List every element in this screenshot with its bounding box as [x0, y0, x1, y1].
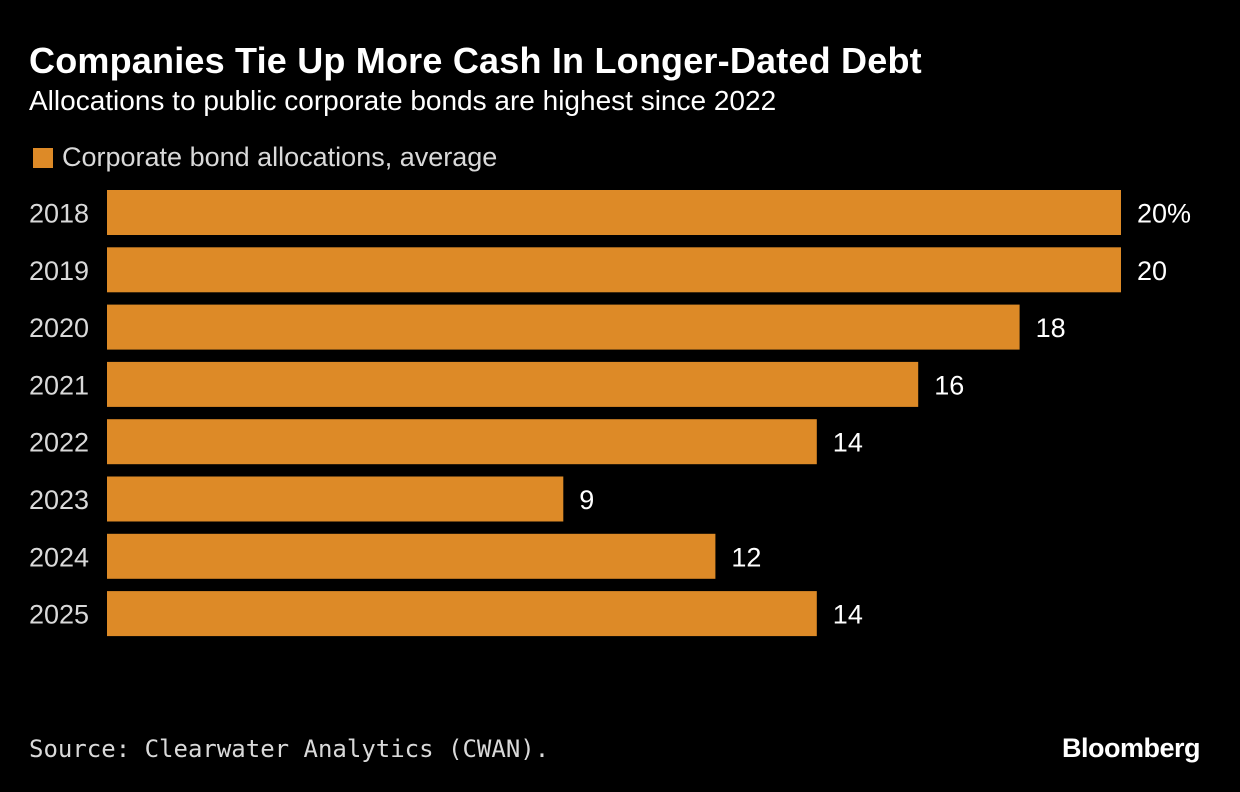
bar-2020 [107, 304, 1020, 350]
bar-2021 [107, 361, 919, 407]
value-label-2025: 14 [833, 600, 863, 630]
value-label-2018: 20% [1137, 199, 1191, 229]
chart-subtitle: Allocations to public corporate bonds ar… [29, 85, 777, 116]
source-note: Source: Clearwater Analytics (CWAN). [29, 735, 550, 763]
bar-2023 [107, 476, 564, 522]
category-label-2024: 2024 [29, 542, 89, 572]
value-label-2021: 16 [934, 370, 964, 400]
legend-label: Corporate bond allocations, average [62, 142, 498, 172]
bar-2022 [107, 419, 817, 465]
legend: Corporate bond allocations, average [33, 142, 497, 173]
bar-2024 [107, 533, 716, 579]
bloomberg-logo: Bloomberg [1061, 733, 1201, 763]
value-label-2022: 14 [833, 428, 863, 458]
bar-2018 [107, 190, 1121, 235]
category-label-2018: 2018 [29, 199, 89, 229]
value-label-2024: 12 [731, 542, 761, 572]
value-label-2020: 18 [1036, 313, 1066, 343]
category-label-2025: 2025 [29, 600, 89, 630]
category-label-2022: 2022 [29, 428, 89, 458]
value-label-2023: 9 [579, 485, 594, 515]
chart-title: Companies Tie Up More Cash In Longer-Dat… [29, 40, 922, 81]
value-label-2019: 20 [1137, 256, 1167, 286]
category-label-2021: 2021 [29, 370, 89, 400]
legend-swatch [33, 147, 53, 168]
category-label-2020: 2020 [29, 313, 89, 343]
category-label-2019: 2019 [29, 256, 89, 286]
bar-2025 [107, 591, 817, 637]
category-label-2023: 2023 [29, 485, 89, 515]
bar-2019 [107, 247, 1121, 293]
